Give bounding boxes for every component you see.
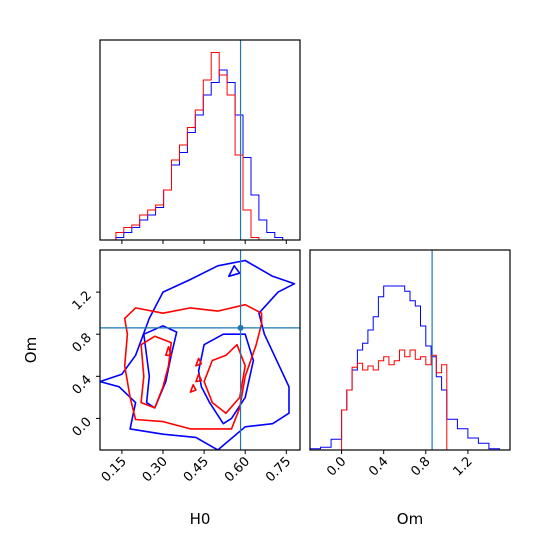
h0-marginal-frame xyxy=(99,39,301,241)
y-axis-label-om: Om xyxy=(22,337,40,363)
h0-hist-blue-line xyxy=(100,69,299,241)
x-tick-label: 0.30 xyxy=(140,454,171,485)
x-tick-label: 0.45 xyxy=(181,454,212,485)
contour-red-1 xyxy=(140,335,172,409)
contour-red-2 xyxy=(203,343,246,415)
contour-blue-0 xyxy=(100,259,296,450)
y-tick-label: 0.4 xyxy=(70,373,95,398)
y-tick-label: 0.0 xyxy=(70,415,95,440)
om-x-tick-label: 0.4 xyxy=(366,454,391,479)
y-tick-label: 1.2 xyxy=(70,288,95,313)
y-tick-label: 0.8 xyxy=(70,330,95,355)
x-axis-label-h0: H0 xyxy=(190,510,211,528)
contour-blue-2 xyxy=(197,333,255,425)
h0-marginal-panel xyxy=(99,39,301,244)
contour-blue-3 xyxy=(228,264,241,278)
contour-red-6 xyxy=(195,373,203,383)
om-marginal-panel: 0.0 0.4 0.8 1.2 xyxy=(309,249,511,479)
om-hist-red-line xyxy=(310,349,510,451)
om-x-tick-label: 1.2 xyxy=(450,454,475,479)
contour-red-3 xyxy=(165,345,172,357)
contour-group xyxy=(100,259,296,450)
om-x-tick-label: 0.0 xyxy=(324,454,349,479)
om-hist-blue-line xyxy=(309,285,510,451)
x-tick-label: 0.15 xyxy=(99,454,130,485)
contour-red-4 xyxy=(195,357,203,367)
truth-marker xyxy=(237,324,244,331)
om-x-tick-label: 0.8 xyxy=(408,454,433,479)
contour-red-5 xyxy=(189,383,197,393)
x-axis-label-om: Om xyxy=(397,510,423,528)
contour-red-0 xyxy=(123,303,263,430)
contour-frame xyxy=(99,249,301,451)
h0-om-contour-panel: 0.15 0.30 0.45 0.60 0.75 0.0 0.4 0.8 1.2 xyxy=(70,249,301,485)
x-tick-label: 0.60 xyxy=(222,454,253,485)
h0-hist-red-line xyxy=(100,52,299,241)
x-tick-label: 0.75 xyxy=(263,454,294,485)
om-marginal-frame xyxy=(309,249,511,451)
